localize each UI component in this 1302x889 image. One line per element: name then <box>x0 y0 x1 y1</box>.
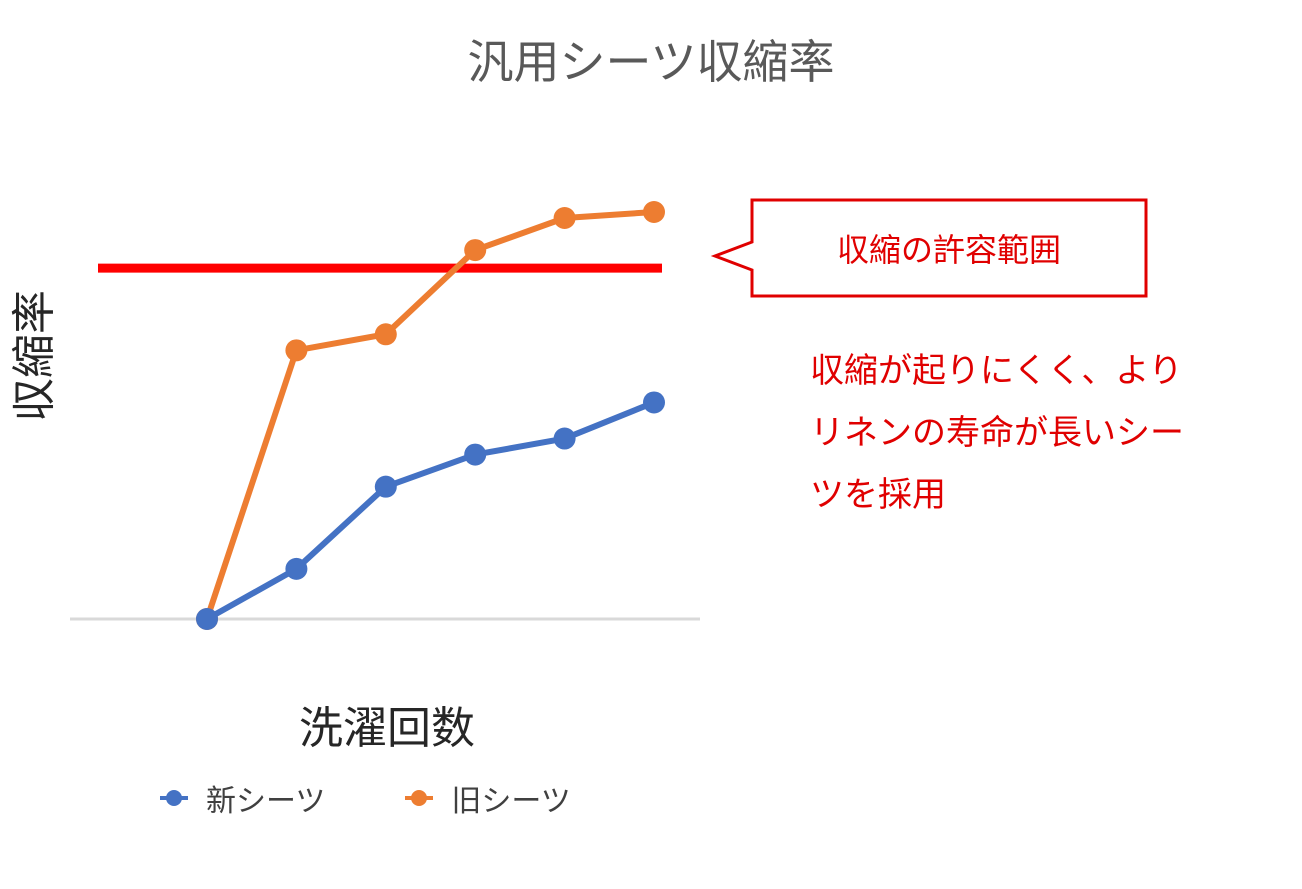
adoption-note: 収縮が起りにくく、より リネンの寿命が長いシー ツを採用 <box>810 340 1230 526</box>
y-axis-label: 収縮率 <box>9 290 60 422</box>
legend-item-old-sheet: 旧シーツ <box>405 776 571 820</box>
legend-marker-old-icon <box>405 790 434 806</box>
x-axis-label: 洗濯回数 <box>299 703 475 754</box>
data-point-new-1 <box>196 608 218 630</box>
note-line-2: リネンの寿命が長いシー <box>810 413 1184 453</box>
data-point-new-5 <box>553 427 576 450</box>
data-point-old-2 <box>285 339 308 362</box>
data-point-old-3 <box>374 323 397 346</box>
data-point-new-4 <box>464 443 487 466</box>
chart-title: 汎用シーツ収縮率 <box>467 35 835 89</box>
data-point-old-6 <box>643 200 665 223</box>
note-line-3: ツを採用 <box>810 475 946 515</box>
callout-label: 収縮の許容範囲 <box>836 231 1061 269</box>
series-line-new <box>205 399 656 622</box>
legend-marker-new-icon <box>160 790 188 806</box>
legend-label-old: 旧シーツ <box>451 784 571 819</box>
legend-item-new-sheet: 新シーツ <box>160 776 325 820</box>
series-line-old <box>204 208 655 620</box>
data-point-old-4 <box>464 239 487 262</box>
data-point-old-5 <box>553 207 576 229</box>
data-point-new-3 <box>374 475 397 498</box>
data-point-new-2 <box>285 557 308 580</box>
legend-label-new: 新シーツ <box>206 784 326 819</box>
note-line-1: 収縮が起りにくく、より <box>810 351 1183 391</box>
legend: 新シーツ 旧シーツ <box>160 776 571 820</box>
callout-box <box>710 198 1148 298</box>
data-point-new-6 <box>643 391 665 414</box>
series-layer <box>196 200 665 630</box>
